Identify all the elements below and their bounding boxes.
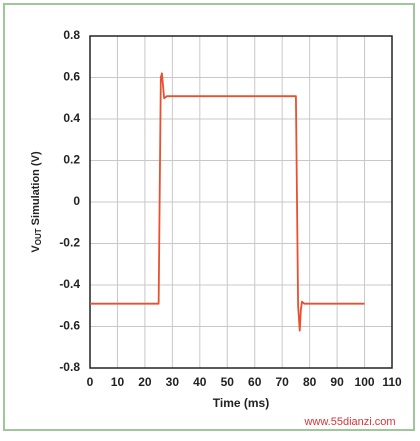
x-tick-label: 0 [87,375,94,389]
x-tick-label: 100 [355,375,375,389]
x-tick-label: 30 [166,375,180,389]
y-label-sub: OUT [34,228,43,245]
y-label-rest: Simulation (V) [30,151,42,228]
y-label-main: V [30,245,42,253]
watermark: www.55dianzi.com [303,416,395,428]
x-tick-label: 20 [138,375,152,389]
plot-border [89,35,393,369]
x-tick-label: 10 [111,375,125,389]
x-tick-label: 70 [276,375,290,389]
x-tick-label: 50 [221,375,235,389]
y-tick-label: 0.2 [63,153,80,167]
x-tick-label: 90 [330,375,344,389]
y-tick-label: -0.4 [59,277,80,291]
y-tick-label: 0.8 [63,28,80,42]
x-tick-label: 110 [382,375,402,389]
y-tick-label: -0.8 [59,360,80,374]
y-tick-label: -0.6 [59,319,80,333]
data-line [90,72,365,332]
y-tick-label: 0.4 [63,111,80,125]
y-axis-label: VOUT Simulation (V) [30,151,43,253]
x-tick-label: 60 [248,375,262,389]
x-tick-label: 80 [303,375,317,389]
y-tick-label: -0.2 [59,236,80,250]
y-tick-label: 0.6 [63,70,80,84]
x-tick-label: 40 [193,375,207,389]
x-axis-label: Time (ms) [213,396,269,410]
y-tick-label: 0 [73,194,80,208]
